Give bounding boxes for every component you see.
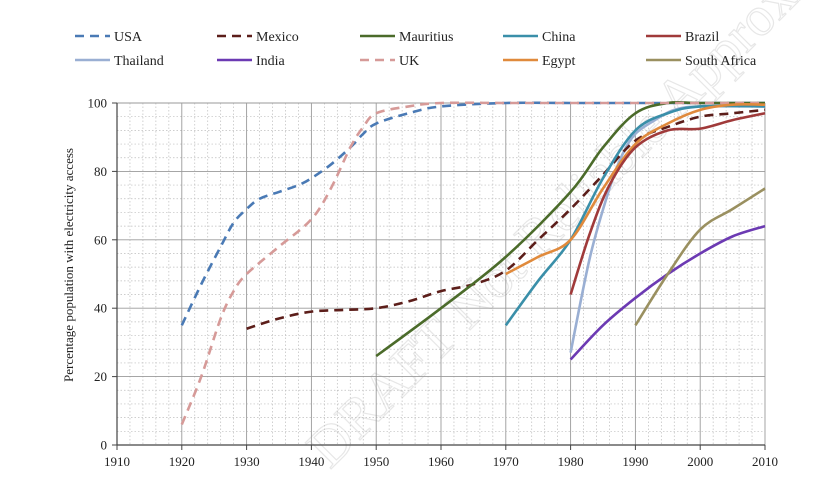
y-tick-label: 100 bbox=[88, 96, 108, 111]
series-line-mauritius bbox=[375, 100, 765, 358]
legend-label-south-africa: South Africa bbox=[685, 54, 757, 69]
series-line-brazil bbox=[569, 111, 766, 295]
x-tick-label: 1940 bbox=[298, 454, 324, 469]
legend-label-mauritius: Mauritius bbox=[399, 30, 453, 45]
legend-label-thailand: Thailand bbox=[114, 54, 164, 69]
y-tick-label: 60 bbox=[94, 232, 107, 247]
plot-area bbox=[180, 100, 766, 425]
y-tick-label: 0 bbox=[101, 438, 108, 453]
series-line-china bbox=[504, 104, 766, 327]
series-line-mexico bbox=[246, 108, 766, 330]
x-tick-label: 1980 bbox=[558, 454, 584, 469]
legend-label-egypt: Egypt bbox=[542, 54, 576, 69]
legend-label-india: India bbox=[256, 54, 286, 69]
x-tick-label: 1950 bbox=[363, 454, 389, 469]
y-tick-label: 20 bbox=[94, 369, 107, 384]
legend-label-uk: UK bbox=[399, 54, 419, 69]
x-tick-label: 1990 bbox=[622, 454, 648, 469]
legend-label-mexico: Mexico bbox=[256, 30, 299, 45]
x-tick-label: 1960 bbox=[428, 454, 454, 469]
legend-label-usa: USA bbox=[114, 30, 143, 45]
x-tick-label: 2010 bbox=[752, 454, 778, 469]
series-line-uk bbox=[180, 101, 765, 425]
series-line-india bbox=[569, 224, 766, 361]
x-tick-label: 2000 bbox=[687, 454, 713, 469]
legend-label-china: China bbox=[542, 30, 576, 45]
y-tick-label: 80 bbox=[94, 164, 107, 179]
y-tick-label: 40 bbox=[94, 301, 107, 316]
x-tick-label: 1910 bbox=[104, 454, 130, 469]
legend-label-brazil: Brazil bbox=[685, 30, 719, 45]
legend: USA Thailand Mexico India Mauritius UK China Eg… bbox=[75, 30, 757, 69]
grid bbox=[117, 102, 766, 445]
series-line-egypt bbox=[505, 103, 766, 276]
x-tick-label: 1930 bbox=[234, 454, 260, 469]
x-tick-label: 1970 bbox=[493, 454, 519, 469]
y-axis-label: Percentage population with electricity a… bbox=[61, 148, 76, 382]
x-tick-label: 1920 bbox=[169, 454, 195, 469]
series-line-south-africa bbox=[634, 187, 766, 326]
axes: 1910 1920 1930 1940 1950 1960 1970 1980 1990 2000… bbox=[88, 96, 779, 470]
